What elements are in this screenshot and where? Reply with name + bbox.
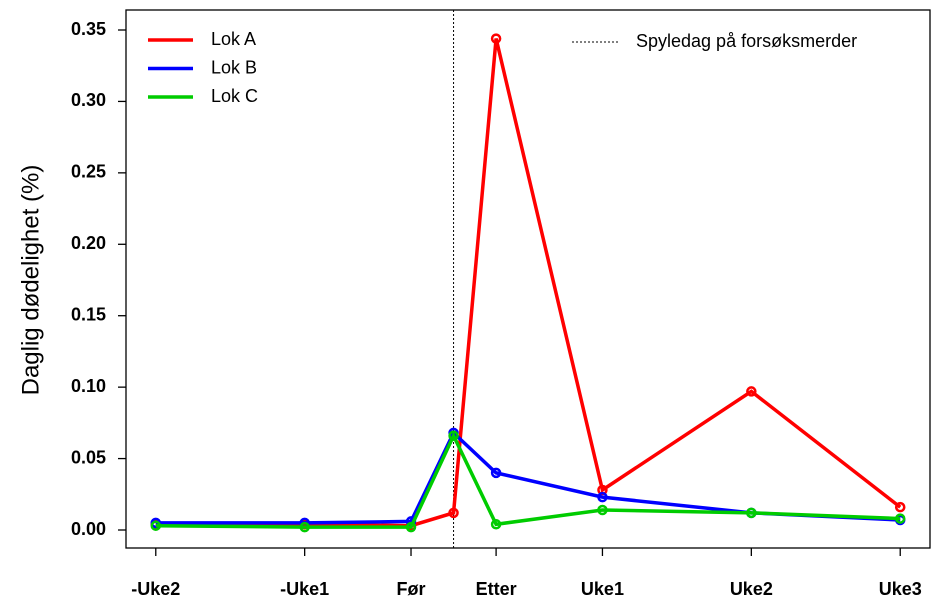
y-tick-label: 0.15 <box>71 304 106 324</box>
series-line <box>155 431 901 529</box>
y-tick-label: 0.35 <box>71 19 106 39</box>
data-point <box>490 33 502 44</box>
legend-label: Spyledag på forsøksmerder <box>636 31 857 51</box>
plot-frame <box>125 9 931 549</box>
y-tick-label: 0.30 <box>71 90 106 110</box>
x-tick-label: Uke1 <box>581 579 624 599</box>
data-point <box>894 501 906 513</box>
x-tick-label: Etter <box>476 579 517 599</box>
data-point <box>448 430 459 441</box>
y-tick-label: 0.25 <box>71 162 106 182</box>
y-tick-label: 0.10 <box>71 376 106 396</box>
data-point <box>746 386 757 397</box>
data-point <box>746 507 757 519</box>
data-point <box>405 521 417 533</box>
legend-label: Lok B <box>211 57 257 77</box>
legend-label: Lok A <box>211 29 256 49</box>
data-point <box>490 467 502 479</box>
series-line <box>155 38 902 528</box>
x-tick-label: -Uke1 <box>280 579 329 599</box>
y-axis-label: Daglig dødelighet (%) <box>17 165 44 396</box>
y-tick-label: 0.05 <box>71 447 106 467</box>
legend-label: Lok C <box>211 86 258 106</box>
x-tick-label: -Uke2 <box>131 579 180 599</box>
x-tick-label: Før <box>397 579 426 599</box>
data-point <box>448 507 459 519</box>
data-point <box>894 513 906 524</box>
series-line <box>155 429 901 525</box>
x-tick-label: Uke3 <box>879 579 922 599</box>
data-point <box>490 519 502 530</box>
data-point <box>597 491 608 503</box>
data-point <box>597 504 608 516</box>
x-tick-label: Uke2 <box>730 579 773 599</box>
y-tick-label: 0.00 <box>71 519 106 539</box>
y-tick-label: 0.20 <box>71 233 106 253</box>
data-point <box>150 520 162 531</box>
data-point <box>299 521 310 533</box>
